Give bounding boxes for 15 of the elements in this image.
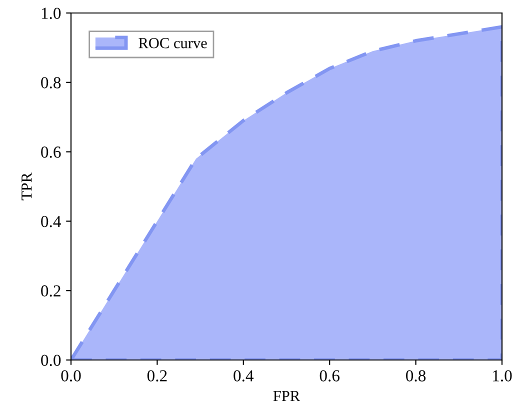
y-tick-label: 0.8	[41, 77, 61, 88]
y-tick-label: 0.6	[41, 146, 61, 158]
y-axis-title: TPR	[22, 172, 32, 200]
y-tick-label: 0.4	[41, 216, 62, 228]
y-tick-label: 0.2	[41, 285, 60, 297]
x-tick-label: 0.8	[406, 370, 426, 382]
x-tick-label: 1.0	[493, 370, 512, 382]
y-tick-label: 1.0	[42, 8, 61, 20]
x-tick-label: 0.4	[234, 370, 254, 382]
x-tick-label: 0.0	[61, 370, 81, 382]
x-tick-label: 0.6	[320, 370, 340, 382]
y-tick-label: 0.0	[41, 354, 61, 366]
x-tick-label: 0.2	[147, 370, 167, 382]
x-axis-title: FPR	[273, 390, 300, 401]
legend-label: ROC curve	[138, 38, 207, 48]
